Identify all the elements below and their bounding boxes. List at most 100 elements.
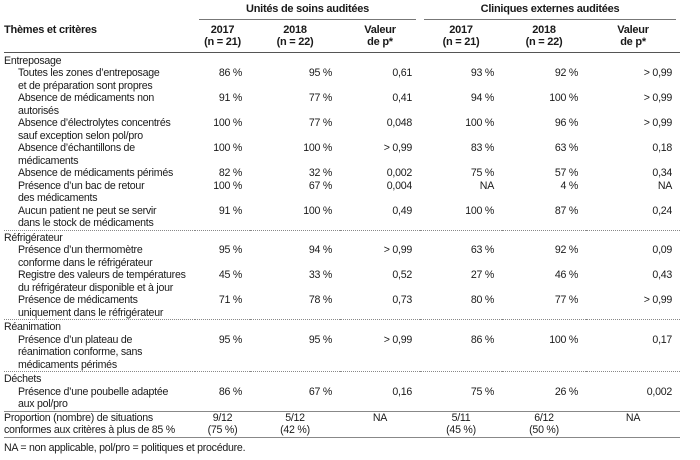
section-header: Réanimation (4, 319, 681, 334)
column-subheader: de p* (367, 36, 393, 48)
cell-value: 94 % (470, 92, 495, 104)
criterion-label: Absence de médicaments périmés (18, 167, 174, 179)
cell-value: 100 % (465, 204, 495, 217)
cell-value: NA (479, 179, 495, 192)
criterion-label: Présence de médicaments uniquement dans l… (18, 294, 164, 319)
cell-value: 63 % (554, 142, 579, 154)
cell-value: 100 % (213, 142, 242, 154)
cell-value: 0,09 (652, 244, 673, 256)
column-subheader: (n = 22) (525, 36, 563, 48)
summary-label: Proportion (nombre) de situations conform… (4, 410, 195, 438)
table-row: Présence d’un thermomètre conforme dans l… (4, 244, 680, 269)
cell-value: 100 % (465, 117, 495, 129)
table-row: Absence d’échantillons de médicaments 100 … (4, 142, 680, 167)
cell-value: 75 % (470, 385, 495, 398)
column-subheader: de p* (620, 36, 646, 48)
cell-value: > 0,99 (383, 244, 413, 256)
section-header: Déchets (4, 371, 681, 386)
table-row: Absence de médicaments périmés 82 % 32 % 0,… (4, 167, 680, 180)
cell-value: 93 % (470, 67, 495, 79)
cell-value: 45 % (218, 269, 242, 281)
cell-value: 86 % (218, 385, 242, 398)
cell-value: 0,34 (652, 167, 673, 179)
column-year: 2017 (210, 23, 235, 36)
cell-value: > 0,99 (383, 142, 413, 154)
cell-value: 92 % (554, 244, 579, 256)
summary-row: Proportion (nombre) de situations conform… (4, 410, 681, 438)
cell-value: 75 % (470, 167, 495, 179)
criterion-label: Présence d’une poubelle adaptée aux pol/p… (18, 385, 169, 411)
summary-value: NA (586, 410, 681, 438)
cell-value: 0,048 (386, 117, 413, 129)
cell-value: 96 % (554, 117, 579, 129)
cell-value: NA (657, 179, 673, 192)
criterion-label: Absence d’électrolytes concentrés sauf ex… (18, 117, 171, 142)
cell-value: 0,49 (392, 204, 413, 217)
table-row: Toutes les zones d’entreposage et de prép… (4, 67, 680, 92)
cell-value: 71 % (218, 294, 242, 306)
column-year: Valeur (617, 23, 649, 36)
cell-value: 95 % (218, 244, 242, 256)
cell-value: 78 % (308, 294, 332, 306)
cell-value: 67 % (308, 385, 332, 398)
column-header: 2017 (n = 21) (195, 23, 250, 53)
cell-value: 77 % (308, 117, 332, 129)
cell-value: 0,17 (652, 333, 673, 346)
cell-value: 92 % (554, 67, 579, 79)
cell-value: 95 % (308, 333, 332, 346)
column-subheader: (n = 22) (276, 36, 314, 48)
cell-value: 100 % (213, 117, 242, 129)
column-year: 2017 (449, 23, 473, 36)
cell-value: 83 % (470, 142, 495, 154)
cell-value: 100 % (303, 142, 332, 154)
criterion-label: Absence de médicaments non autorisés (18, 92, 155, 117)
cell-value: 0,002 (646, 385, 673, 398)
cell-value: 0,61 (392, 67, 413, 79)
summary-value: NA (340, 410, 421, 438)
summary-value: 6/12 (50 %) (502, 410, 587, 438)
table-row: Présence d’un plateau de réanimation conf… (4, 334, 680, 372)
column-header: 2018 (n = 22) (250, 23, 340, 53)
cell-value: > 0,99 (643, 67, 673, 79)
criterion-label: Absence d’échantillons de médicaments (18, 142, 135, 167)
cell-value: 0,002 (386, 167, 413, 179)
cell-value: 0,43 (652, 269, 673, 281)
cell-value: 57 % (554, 167, 579, 179)
cell-value: 95 % (308, 67, 332, 79)
cell-value: 0,24 (652, 204, 673, 217)
cell-value: > 0,99 (643, 92, 673, 104)
criterion-label: Toutes les zones d’entreposage et de prép… (18, 67, 160, 92)
column-header: Valeur de p* (340, 23, 421, 53)
column-header: 2017 (n = 21) (420, 23, 503, 53)
cell-value: 46 % (554, 269, 579, 281)
group-header-units: Unités de soins auditées (195, 0, 420, 24)
column-year: 2018 (283, 23, 307, 36)
table-row: Absence de médicaments non autorisés 91 %… (4, 92, 680, 117)
cell-value: 0,18 (652, 142, 673, 154)
cell-value: 26 % (554, 385, 579, 398)
cell-value: 80 % (470, 294, 495, 306)
criterion-label: Présence d’un plateau de réanimation conf… (18, 333, 143, 371)
table-row: Absence d’électrolytes concentrés sauf ex… (4, 117, 680, 142)
cell-value: 100 % (303, 204, 332, 217)
column-header: 2018 (n = 22) (502, 23, 587, 53)
cell-value: 4 % (560, 179, 579, 192)
row-label-header: Thèmes et critères (4, 23, 195, 53)
table-row: Présence d’un bac de retour des médicamen… (4, 180, 680, 205)
column-subheader: (n = 21) (442, 36, 480, 48)
table-row: Aucun patient ne peut se servir dans le s… (4, 205, 680, 231)
cell-value: 77 % (308, 92, 332, 104)
group-header-clinics: Cliniques externes auditées (420, 0, 680, 24)
cell-value: 77 % (554, 294, 579, 306)
section-header: Réfrigérateur (4, 229, 681, 244)
cell-value: 0,004 (386, 179, 413, 192)
table-row: Présence d’une poubelle adaptée aux pol/p… (4, 386, 680, 412)
audit-results-table: Unités de soins auditées Cliniques exter… (4, 0, 681, 438)
criterion-label: Registre des valeurs de températures du r… (18, 269, 186, 294)
column-year: Valeur (364, 23, 396, 36)
summary-value: 9/12 (75 %) (195, 410, 250, 438)
cell-value: 0,16 (392, 385, 413, 398)
cell-value: 0,52 (392, 269, 413, 281)
column-header: Valeur de p* (586, 23, 681, 53)
cell-value: 86 % (470, 333, 495, 346)
